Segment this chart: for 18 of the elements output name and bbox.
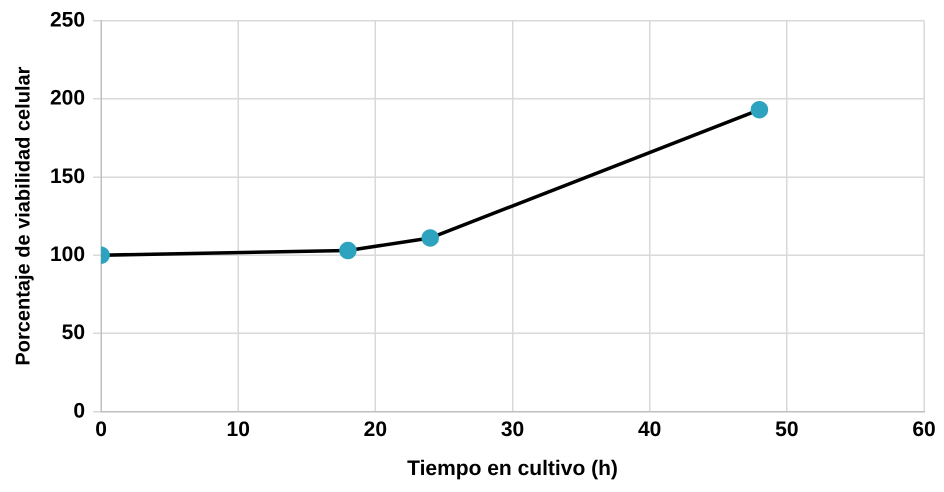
y-tick-label: 100 xyxy=(50,242,86,266)
x-axis-title: Tiempo en cultivo (h) xyxy=(407,457,618,480)
x-tick-label: 40 xyxy=(638,418,662,441)
x-tick-label: 0 xyxy=(95,418,107,441)
point xyxy=(421,229,439,247)
point xyxy=(339,242,357,260)
x-tick-label: 50 xyxy=(775,418,799,441)
x-tick-label: 20 xyxy=(364,418,388,441)
y-axis-title: Porcentaje de viabilidad celular xyxy=(12,66,35,366)
y-tick-label: 200 xyxy=(50,86,86,110)
x-tick-label: 10 xyxy=(226,418,250,441)
y-tick-label: 250 xyxy=(50,8,86,32)
y-tick-label: 50 xyxy=(62,321,86,344)
y-tick-label: 0 xyxy=(73,399,86,422)
y-tick-label: 150 xyxy=(50,164,86,188)
x-tick-label: 60 xyxy=(912,418,936,441)
point xyxy=(750,101,768,118)
x-tick-label: 30 xyxy=(500,418,524,441)
